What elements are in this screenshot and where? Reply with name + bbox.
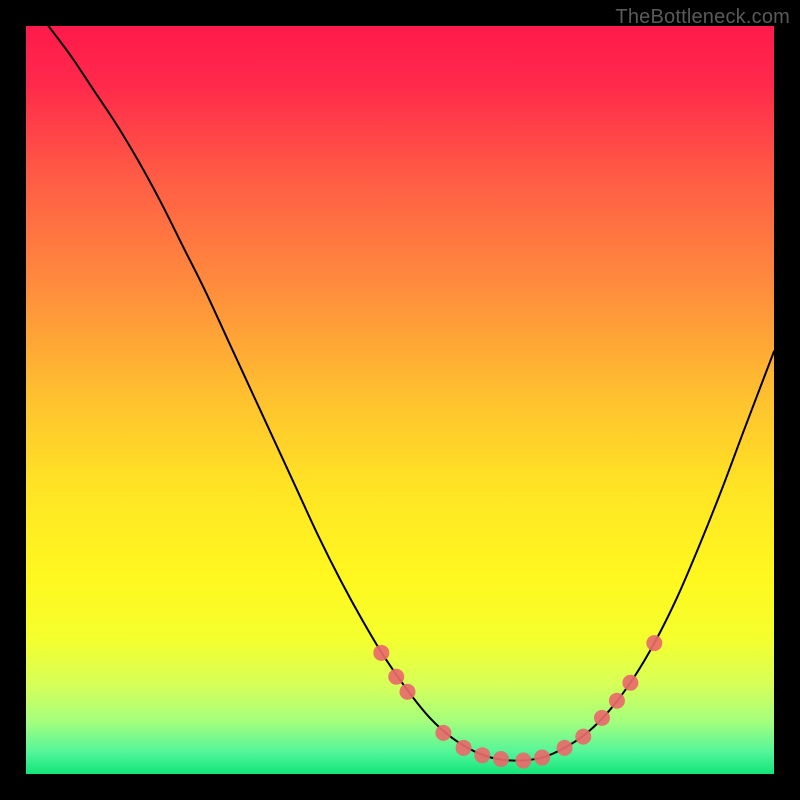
marker-point: [646, 635, 662, 651]
marker-point: [456, 740, 472, 756]
plot-area: [26, 26, 774, 774]
marker-point: [493, 751, 509, 767]
marker-point: [622, 675, 638, 691]
marker-point: [557, 740, 573, 756]
chart-markers: [26, 26, 774, 774]
marker-point: [594, 710, 610, 726]
marker-point: [515, 753, 531, 769]
marker-point: [534, 750, 550, 766]
marker-point: [609, 693, 625, 709]
marker-point: [373, 645, 389, 661]
marker-point: [388, 669, 404, 685]
marker-point: [575, 729, 591, 745]
marker-point: [474, 747, 490, 763]
marker-point: [435, 725, 451, 741]
marker-point: [399, 684, 415, 700]
watermark-text: TheBottleneck.com: [615, 6, 790, 29]
